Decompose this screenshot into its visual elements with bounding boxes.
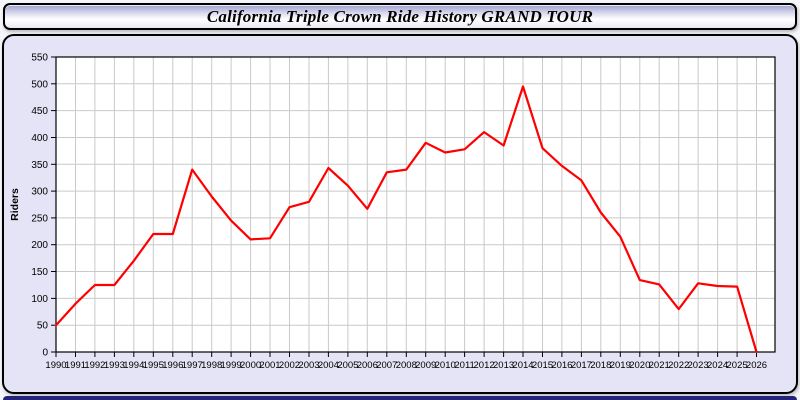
x-tick-label: 2006 xyxy=(357,360,378,371)
x-tick-label: 1997 xyxy=(182,360,203,371)
x-tick-label: 2001 xyxy=(259,360,280,371)
riders-series-line xyxy=(54,85,758,354)
x-tick-label: 2007 xyxy=(376,360,397,371)
x-tick-label: 1996 xyxy=(162,360,183,371)
y-tick-label: 500 xyxy=(31,79,48,90)
x-tick-label: 2014 xyxy=(512,360,533,371)
page-title: California Triple Crown Ride History GRA… xyxy=(206,6,594,26)
x-tick-label: 1990 xyxy=(45,360,66,371)
x-tick-label: 2009 xyxy=(415,360,436,371)
x-tick-label: 2025 xyxy=(727,360,748,371)
x-tick-label: 2017 xyxy=(571,360,592,371)
x-tick-label: 1994 xyxy=(123,360,144,371)
y-tick-label: 400 xyxy=(31,133,48,144)
x-tick-label: 1991 xyxy=(65,360,86,371)
x-tick-label: 2003 xyxy=(298,360,319,371)
x-tick-label: 1998 xyxy=(201,360,222,371)
chart-panel: 0 50 100 150 200 250 300 350 400 450 500 550 1990 199… xyxy=(2,34,798,394)
y-tick-label: 100 xyxy=(31,294,48,305)
x-tick-label: 2019 xyxy=(610,360,631,371)
x-tick-label: 2013 xyxy=(493,360,514,371)
y-tick-label: 250 xyxy=(31,213,48,224)
x-tick-label: 1993 xyxy=(104,360,125,371)
y-tick-label: 350 xyxy=(31,160,48,171)
x-tick-label: 2004 xyxy=(318,360,339,371)
x-tick-label: 2023 xyxy=(688,360,709,371)
x-tick-label: 2026 xyxy=(746,360,767,371)
x-tick-label: 2008 xyxy=(396,360,417,371)
x-tick-label: 2020 xyxy=(629,360,650,371)
x-tick-label: 2012 xyxy=(474,360,495,371)
y-tick-label: 150 xyxy=(31,267,48,278)
y-tick-label: 450 xyxy=(31,106,48,117)
x-tick-label: 2022 xyxy=(668,360,689,371)
y-tick-label: 0 xyxy=(42,348,48,359)
y-tick-label: 300 xyxy=(31,187,48,198)
y-axis-title: Riders xyxy=(9,188,21,221)
x-tick-label: 2010 xyxy=(435,360,456,371)
title-bar: California Triple Crown Ride History GRA… xyxy=(3,3,797,30)
x-tick-label: 2015 xyxy=(532,360,553,371)
x-tick-label: 2000 xyxy=(240,360,261,371)
y-tick-label: 550 xyxy=(31,53,48,64)
plot-area xyxy=(56,57,775,352)
x-tick-label: 2016 xyxy=(551,360,572,371)
line-chart: 0501001502002503003504004505005501990199… xyxy=(9,53,776,371)
x-tick-label: 2011 xyxy=(454,360,474,371)
footer-bar xyxy=(3,396,797,400)
plot-border xyxy=(55,56,776,353)
x-tick-label: 2024 xyxy=(707,360,728,371)
y-tick-label: 50 xyxy=(37,321,49,332)
x-tick-label: 2005 xyxy=(337,360,358,371)
x-tick-label: 1992 xyxy=(84,360,105,371)
x-tick-label: 2002 xyxy=(279,360,300,371)
x-tick-label: 1999 xyxy=(221,360,242,371)
x-tick-label: 2021 xyxy=(649,360,670,371)
x-tick-label: 2018 xyxy=(590,360,611,371)
x-tick-label: 1995 xyxy=(143,360,164,371)
y-tick-label: 200 xyxy=(31,240,48,251)
